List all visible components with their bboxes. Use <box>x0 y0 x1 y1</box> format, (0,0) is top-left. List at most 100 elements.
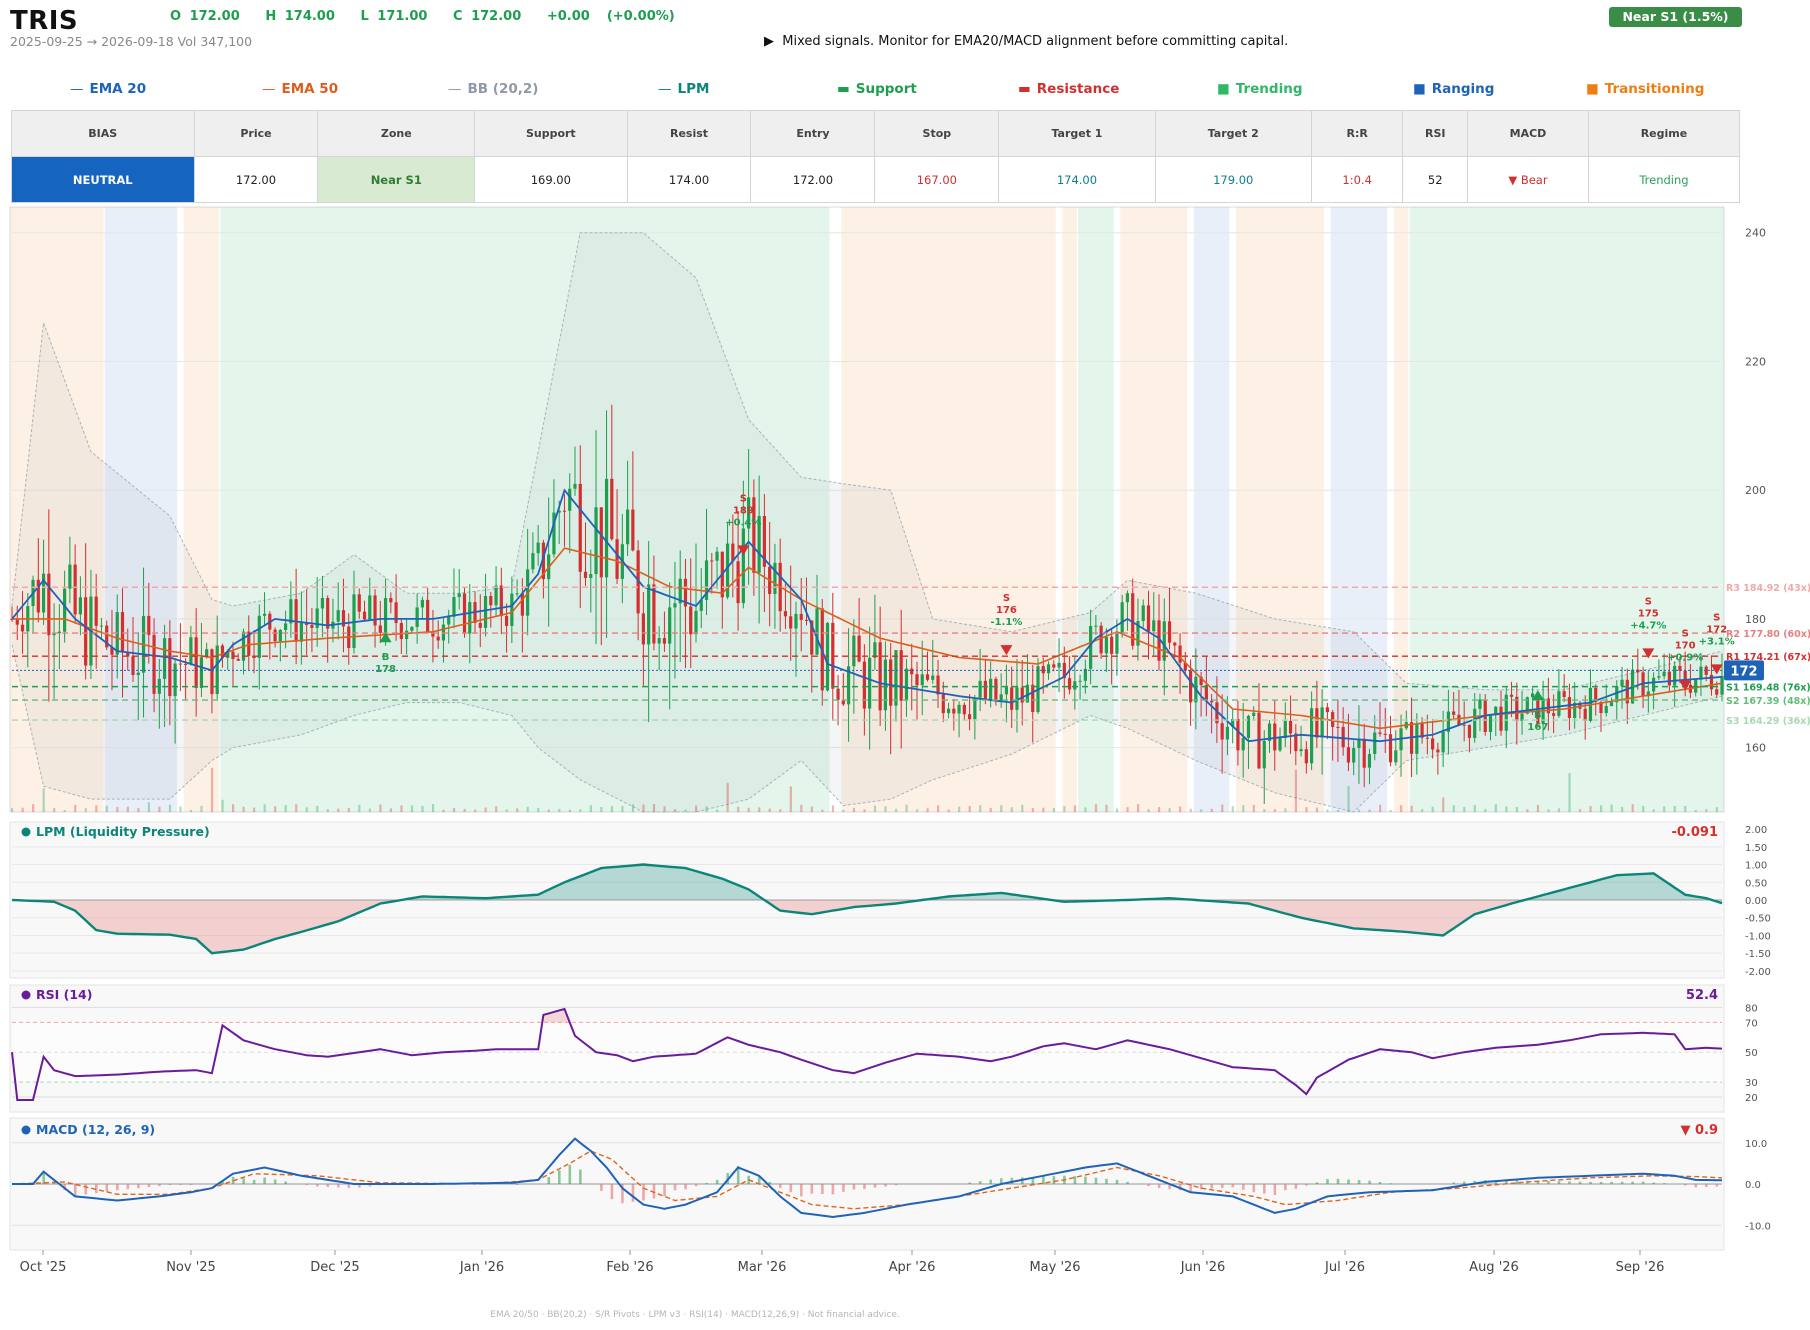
candle-body <box>20 624 25 632</box>
volume-bar <box>42 788 45 812</box>
volume-bar <box>1621 806 1624 812</box>
candle-body <box>931 675 935 680</box>
candle-body <box>657 638 661 644</box>
candle-body <box>894 650 898 706</box>
macd-histogram-bar <box>1199 1184 1203 1190</box>
legend-item-ema-50: — EMA 50 <box>262 81 338 97</box>
candle-body <box>1383 733 1387 735</box>
macd-histogram-bar <box>179 1184 182 1185</box>
candle-body <box>494 585 498 606</box>
volume-bar <box>1073 805 1077 812</box>
macd-histogram-bar <box>831 1184 835 1195</box>
candle-body <box>1509 694 1514 697</box>
volume-bar <box>421 805 424 812</box>
candle-body <box>1315 708 1319 738</box>
volume-bar <box>789 786 792 812</box>
candle-body <box>420 599 424 608</box>
lpm-tick-label: -0.50 <box>1745 914 1771 925</box>
candle-body <box>673 603 677 608</box>
volume-bar <box>1684 805 1687 812</box>
candle-body <box>652 584 656 644</box>
candle-body <box>1415 723 1419 754</box>
candle-body <box>1210 700 1214 703</box>
volume-bar <box>231 804 235 812</box>
summary-header-rsi: RSI <box>1402 110 1469 157</box>
candle-body <box>520 593 524 616</box>
legend-label: Ranging <box>1431 81 1495 97</box>
candle-body <box>573 483 577 489</box>
legend-swatch: — <box>658 81 672 97</box>
candle-body <box>946 708 951 714</box>
candle-body <box>1131 593 1135 646</box>
candle-body <box>615 539 619 579</box>
summary-value-row: NEUTRAL 172.00 Near S1 169.00 174.00 172.00 16… <box>11 156 1741 203</box>
summary-header-row: BIAS Price Zone Support Resist Entry Stop Targe… <box>11 110 1741 157</box>
candle-body <box>747 497 751 529</box>
x-axis-label: Dec '25 <box>310 1260 359 1275</box>
candle-body <box>626 509 630 545</box>
volume-bar <box>484 807 487 812</box>
regime-band-transitioning <box>183 207 220 812</box>
candle-body <box>694 610 698 635</box>
macd-histogram-bar <box>1242 1184 1245 1190</box>
volume-bar <box>126 806 129 812</box>
candle-body <box>1478 699 1482 709</box>
candle-body <box>1162 621 1166 661</box>
candle-body <box>889 659 893 706</box>
trade-marker-type: S <box>1003 593 1010 604</box>
volume-bar <box>1452 805 1455 812</box>
candle-body <box>1104 636 1108 654</box>
candle-body <box>84 597 88 666</box>
candle-body <box>1078 680 1082 682</box>
candle-body <box>783 611 788 617</box>
candle-body <box>1031 684 1035 713</box>
candle-body <box>541 542 546 580</box>
macd-histogram-bar <box>1715 1184 1719 1187</box>
candle-body <box>631 509 635 551</box>
volume-bar <box>147 802 150 812</box>
period-volume: 2025-09-25 → 2026-09-18 Vol 347,100 <box>10 34 253 49</box>
volume-bar <box>926 808 929 812</box>
candle-body <box>936 675 940 695</box>
candle-body <box>578 483 582 572</box>
legend-label: EMA 20 <box>89 81 147 97</box>
volume-bar <box>1473 805 1476 812</box>
volume-bar <box>1242 805 1245 812</box>
volume-bar <box>84 808 87 812</box>
macd-histogram-bar <box>610 1184 614 1200</box>
candle-body <box>284 623 288 630</box>
candle-body <box>15 619 19 625</box>
summary-value-target-2: 179.00 <box>1154 156 1312 203</box>
volume-bar <box>1115 808 1119 812</box>
summary-header-zone: Zone <box>317 110 476 157</box>
candle-body <box>226 651 230 658</box>
volume-bar <box>915 809 919 812</box>
macd-histogram-bar <box>137 1184 140 1189</box>
candle-body <box>468 602 472 634</box>
ohlc-readout: O 172.00 H 174.00 L 171.00 C 172.00 +0.0… <box>170 9 675 24</box>
volume-bar <box>1105 804 1108 812</box>
legend-swatch: ■ <box>1217 81 1230 97</box>
summary-header-support: Support <box>474 110 628 157</box>
macd-histogram-bar <box>1705 1184 1708 1187</box>
regime-band-transitioning <box>1062 207 1077 812</box>
regime-band-trending <box>1078 207 1114 812</box>
candle-body <box>1673 665 1677 686</box>
macd-histogram-bar <box>873 1184 877 1188</box>
candle-body <box>999 694 1003 702</box>
volume-bar <box>1000 805 1003 812</box>
candle-body <box>178 663 182 665</box>
lpm-line <box>11 863 1723 955</box>
candle-body <box>1336 726 1340 728</box>
summary-value-price: 172.00 <box>193 156 319 203</box>
volume-bar <box>474 809 477 812</box>
volume-bar <box>210 767 214 812</box>
volume-bar <box>979 805 982 812</box>
legend-label: EMA 50 <box>281 81 339 97</box>
candle-body <box>220 645 225 658</box>
trade-marker-type: S <box>1645 596 1652 607</box>
lpm-tick-label: -1.00 <box>1745 931 1771 942</box>
candle-body <box>662 638 667 644</box>
candle-body <box>504 616 509 626</box>
candle-body <box>1625 679 1629 704</box>
